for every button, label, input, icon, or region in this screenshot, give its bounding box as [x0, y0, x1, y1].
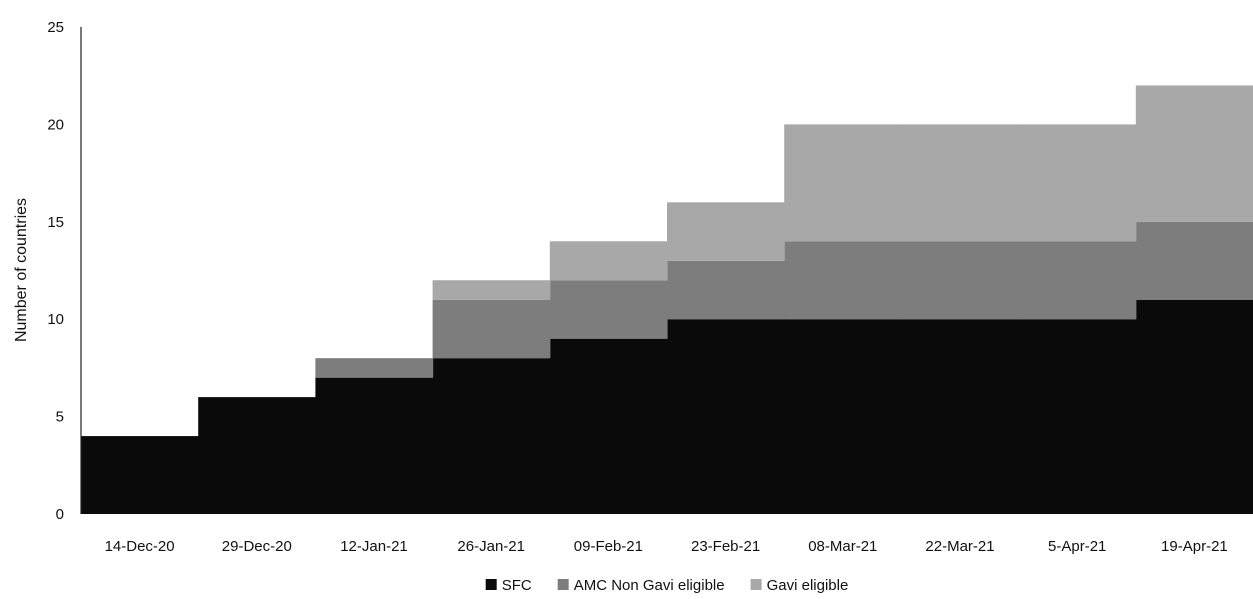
x-tick-label: 12-Jan-21: [340, 538, 408, 555]
series-areas: [81, 85, 1253, 514]
x-tick-label: 29-Dec-20: [222, 538, 292, 555]
x-tick-label: 22-Mar-21: [925, 538, 994, 555]
step-gavi-eligible-08-mar-21: [784, 124, 902, 242]
x-tick-label: 08-Mar-21: [808, 538, 877, 555]
y-tick-label: 25: [47, 19, 64, 36]
step-amc-non-gavi-eligible-23-feb-21: [667, 260, 785, 320]
y-tick-label: 10: [47, 311, 64, 328]
x-tick-label: 14-Dec-20: [105, 538, 175, 555]
x-tick-label: 5-Apr-21: [1048, 538, 1106, 555]
step-amc-non-gavi-eligible-12-jan-21: [315, 358, 434, 378]
step-gavi-eligible-5-apr-21: [1018, 124, 1137, 242]
legend-label: Gavi eligible: [767, 577, 849, 594]
legend-item-amc-non-gavi-eligible: AMC Non Gavi eligible: [557, 577, 725, 594]
step-amc-non-gavi-eligible-08-mar-21: [784, 241, 902, 320]
series-sfc: [81, 299, 1253, 514]
y-tick-label: 5: [56, 409, 64, 426]
x-tick-labels: 14-Dec-20 29-Dec-20 12-Jan-21 26-Jan-21 09-F…: [105, 538, 1228, 555]
step-gavi-eligible-09-feb-21: [549, 241, 668, 281]
step-amc-non-gavi-eligible-5-apr-21: [1018, 241, 1137, 320]
series-amc-non-gavi-eligible: [315, 221, 1253, 378]
step-sfc-26-jan-21: [432, 358, 551, 514]
legend-swatch: [485, 579, 497, 590]
step-amc-non-gavi-eligible-19-apr-21: [1135, 221, 1253, 300]
step-sfc-14-dec-20: [81, 436, 199, 514]
step-sfc-5-apr-21: [1018, 319, 1137, 514]
step-gavi-eligible-26-jan-21: [432, 280, 551, 300]
step-amc-non-gavi-eligible-26-jan-21: [432, 299, 551, 359]
legend-item-gavi-eligible: Gavi eligible: [750, 577, 849, 594]
series-gavi-eligible: [432, 85, 1253, 300]
legend: SFC AMC Non Gavi eligible Gavi eligible: [485, 577, 849, 594]
step-sfc-09-feb-21: [549, 338, 668, 514]
step-sfc-19-apr-21: [1135, 299, 1253, 514]
step-gavi-eligible-19-apr-21: [1135, 85, 1253, 222]
y-tick-labels: 0 5 10 15 20 25: [47, 19, 64, 523]
y-tick-label: 15: [47, 214, 64, 231]
step-gavi-eligible-22-mar-21: [901, 124, 1020, 242]
x-tick-label: 09-Feb-21: [574, 538, 643, 555]
y-tick-label: 0: [56, 506, 64, 523]
step-amc-non-gavi-eligible-09-feb-21: [549, 280, 668, 339]
step-sfc-08-mar-21: [784, 319, 902, 514]
x-tick-label: 26-Jan-21: [457, 538, 525, 555]
step-sfc-22-mar-21: [901, 319, 1020, 514]
legend-label: SFC: [502, 577, 532, 594]
step-amc-non-gavi-eligible-22-mar-21: [901, 241, 1020, 320]
x-tick-label: 23-Feb-21: [691, 538, 760, 555]
step-sfc-29-dec-20: [198, 397, 316, 514]
legend-swatch: [557, 579, 569, 590]
y-axis-title: Number of countries: [13, 198, 30, 342]
legend-item-sfc: SFC: [485, 577, 532, 594]
x-tick-label: 19-Apr-21: [1161, 538, 1228, 555]
step-sfc-12-jan-21: [315, 377, 434, 514]
legend-swatch: [750, 579, 762, 590]
step-sfc-23-feb-21: [667, 319, 785, 514]
step-gavi-eligible-23-feb-21: [667, 202, 785, 261]
legend-label: AMC Non Gavi eligible: [574, 577, 725, 594]
y-tick-label: 20: [47, 116, 64, 133]
